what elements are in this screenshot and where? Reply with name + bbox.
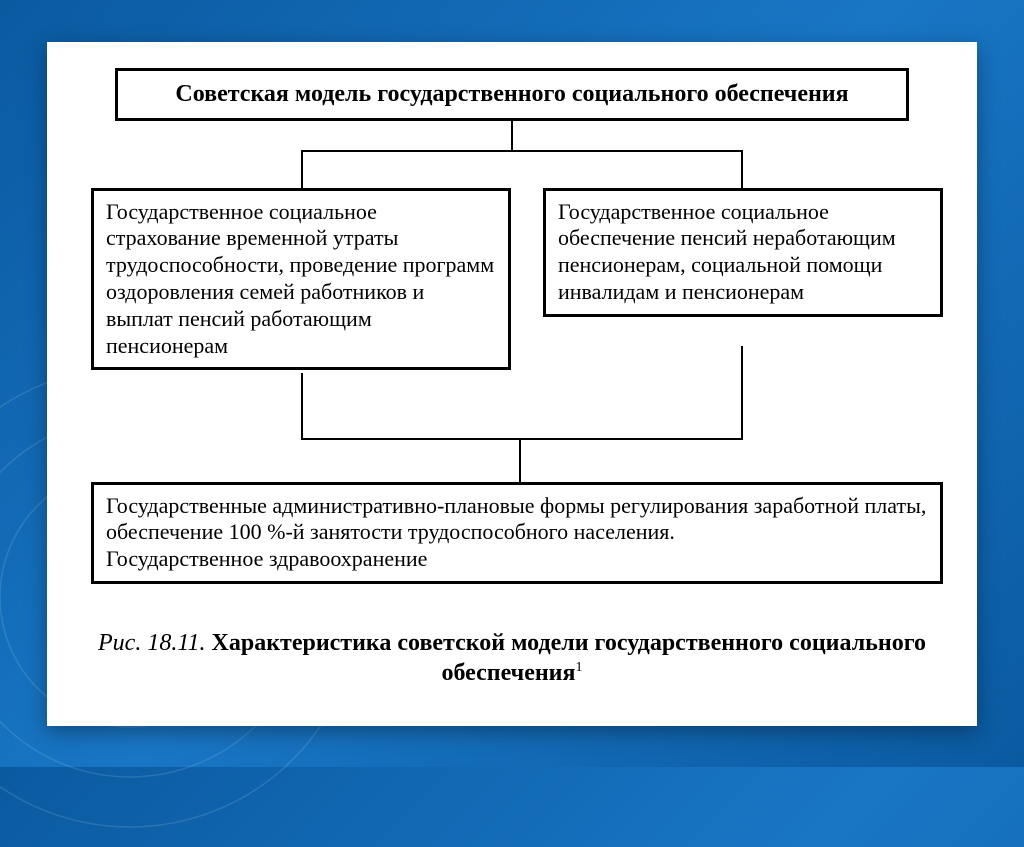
connector (301, 150, 303, 188)
figure-label: Рис. 18.11. (98, 630, 206, 656)
connector (519, 438, 521, 482)
node-left: Государственное социальное страхование в… (91, 188, 511, 371)
connector (301, 438, 743, 440)
connector (741, 150, 743, 188)
slide-panel: Советская модель государственного социал… (47, 42, 977, 726)
connector (741, 346, 743, 438)
figure-title: Характеристика советской модели государс… (212, 630, 926, 686)
node-bottom: Государственные административно-плановые… (91, 482, 943, 584)
node-right-text: Государственное социальное обеспечение п… (558, 199, 896, 304)
node-title-text: Советская модель государственного социал… (175, 81, 848, 107)
footnote-marker: 1 (576, 660, 583, 675)
node-title: Советская модель государственного социал… (115, 68, 909, 121)
node-bottom-text: Государственные административно-плановые… (106, 493, 926, 572)
connector (511, 120, 513, 150)
node-right: Государственное социальное обеспечение п… (543, 188, 943, 317)
connector (301, 373, 303, 438)
node-left-text: Государственное социальное страхование в… (106, 199, 494, 358)
connector (301, 150, 743, 152)
figure-caption: Рис. 18.11. Характеристика советской мод… (75, 628, 949, 688)
flowchart: Советская модель государственного социал… (75, 68, 949, 708)
